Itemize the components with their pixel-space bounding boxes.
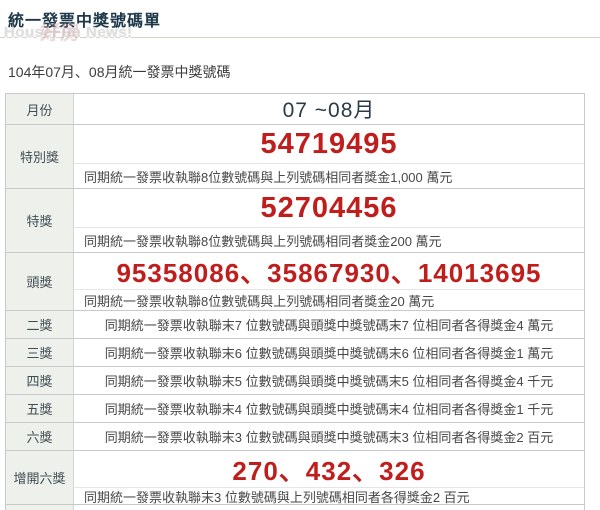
prize-content: 54719495 同期統一發票收執聯8位數號碼與上列號碼相同者獎金1,000 萬元 (74, 125, 584, 188)
prize-content: 270、432、326 同期統一發票收執聯末3 位數號碼與上列號碼相同者各得獎金2… (74, 451, 584, 505)
prize-content: 07 ~08月 (74, 94, 584, 124)
prize-description: 同期統一發票收執聯末7 位數號碼與頭獎中獎號碼末7 位相同者各得獎金4 萬元 (104, 318, 554, 333)
prize-label: 頭獎 (6, 253, 74, 310)
table-row: 六獎 同期統一發票收執聯末3 位數號碼與頭獎中獎號碼末3 位相同者各得獎金2 百元 (6, 422, 584, 450)
prize-table: 月份 07 ~08月特別獎 54719495 同期統一發票收執聯8位數號碼與上列號碼相… (5, 93, 585, 510)
prize-label (6, 505, 74, 510)
table-row: 二獎 同期統一發票收執聯末7 位數號碼與頭獎中獎號碼末7 位相同者各得獎金4 萬元 (6, 310, 584, 338)
prize-label: 特別獎 (6, 125, 74, 188)
winning-numbers: 52704456 (260, 191, 398, 224)
page-title: 統一發票中獎號碼單 (8, 13, 162, 30)
prize-description: 同期統一發票收執聯8位數號碼與上列號碼相同者獎金200 萬元 (74, 227, 584, 252)
prize-label: 特獎 (6, 189, 74, 252)
table-row: 特獎 52704456 同期統一發票收執聯8位數號碼與上列號碼相同者獎金200 萬元 (6, 188, 584, 252)
page-header: 統一發票中獎號碼單 (0, 0, 600, 38)
winning-numbers: 95358086、35867930、14013695 (116, 257, 542, 288)
month-value: 07 ~08月 (282, 99, 376, 122)
prize-label: 月份 (6, 94, 74, 124)
table-row (6, 504, 584, 510)
prize-label: 五獎 (6, 395, 74, 422)
prize-description: 同期統一發票收執聯末4 位數號碼與頭獎中獎號碼末4 位相同者各得獎金1 千元 (104, 402, 554, 417)
winning-numbers: 270、432、326 (232, 455, 426, 486)
prize-description: 同期統一發票收執聯末3 位數號碼與頭獎中獎號碼末3 位相同者各得獎金2 百元 (104, 430, 554, 445)
prize-label: 二獎 (6, 311, 74, 338)
prize-description: 同期統一發票收執聯8位數號碼與上列號碼相同者獎金20 萬元 (74, 289, 584, 310)
prize-description: 同期統一發票收執聯末6 位數號碼與頭獎中獎號碼末6 位相同者各得獎金1 萬元 (104, 346, 554, 361)
table-row: 五獎 同期統一發票收執聯末4 位數號碼與頭獎中獎號碼末4 位相同者各得獎金1 千元 (6, 394, 584, 422)
prize-content: 52704456 同期統一發票收執聯8位數號碼與上列號碼相同者獎金200 萬元 (74, 189, 584, 252)
table-row: 四獎 同期統一發票收執聯末5 位數號碼與頭獎中獎號碼末5 位相同者各得獎金4 千元 (6, 366, 584, 394)
prize-content: 95358086、35867930、14013695 同期統一發票收執聯8位數號碼… (74, 253, 584, 310)
period-subtitle: 104年07月、08月統一發票中獎號碼 (8, 64, 231, 80)
table-row: 三獎 同期統一發票收執聯末6 位數號碼與頭獎中獎號碼末6 位相同者各得獎金1 萬元 (6, 338, 584, 366)
prize-description: 同期統一發票收執聯末5 位數號碼與頭獎中獎號碼末5 位相同者各得獎金4 千元 (104, 374, 554, 389)
table-row: 增開六獎 270、432、326 同期統一發票收執聯末3 位數號碼與上列號碼相同者各… (6, 450, 584, 505)
prize-label: 六獎 (6, 423, 74, 450)
table-row: 月份 07 ~08月 (6, 94, 584, 124)
table-row: 特別獎 54719495 同期統一發票收執聯8位數號碼與上列號碼相同者獎金1,000… (6, 124, 584, 188)
prize-description: 同期統一發票收執聯8位數號碼與上列號碼相同者獎金1,000 萬元 (74, 163, 584, 188)
prize-content (74, 505, 584, 510)
winning-numbers: 54719495 (260, 127, 398, 160)
prize-label: 增開六獎 (6, 451, 74, 504)
prize-description: 同期統一發票收執聯末3 位數號碼與上列號碼相同者各得獎金2 百元 (74, 487, 584, 505)
table-row: 頭獎 95358086、35867930、14013695 同期統一發票收執聯8位數… (6, 252, 584, 310)
prize-label: 四獎 (6, 367, 74, 394)
prize-label: 三獎 (6, 339, 74, 366)
